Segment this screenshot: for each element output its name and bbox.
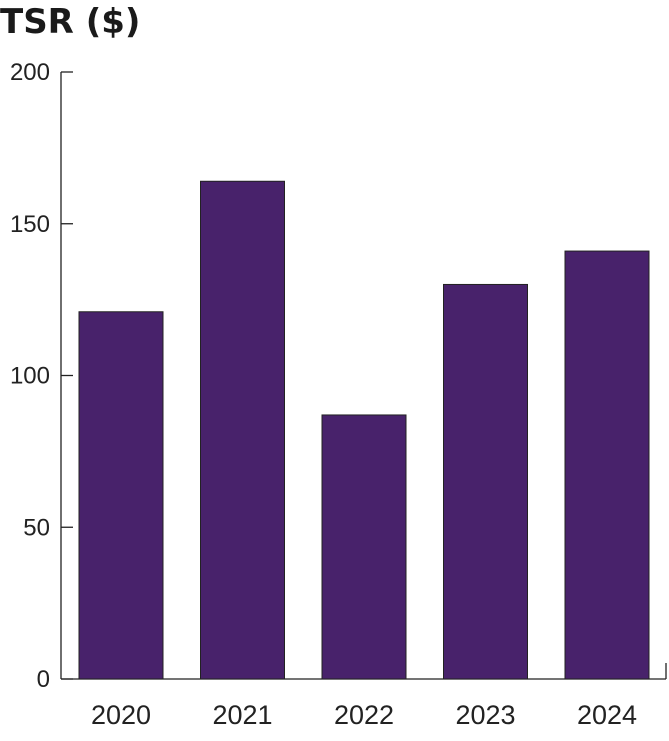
chart-labels: 0 50 100 150 200 2020 2021 2022 2023 2024 (10, 59, 637, 730)
y-tick-label: 100 (10, 363, 50, 390)
y-tick-label: 150 (10, 211, 50, 238)
chart-title: TSR ($) (0, 2, 141, 42)
bar-2024 (564, 250, 650, 680)
bar-2022 (321, 414, 407, 680)
x-tick-label: 2020 (91, 700, 151, 730)
y-tick-label: 200 (10, 59, 50, 86)
x-tick-label: 2024 (577, 700, 637, 730)
x-tick-label: 2021 (212, 700, 272, 730)
x-tick-label: 2022 (334, 700, 394, 730)
bar-2021 (200, 180, 285, 680)
x-tick-label: 2023 (455, 700, 515, 730)
bar-2023 (443, 283, 528, 680)
y-tick-label: 0 (37, 666, 50, 693)
chart-bars (78, 180, 650, 680)
y-tick-label: 50 (23, 514, 50, 541)
bar-2020 (78, 311, 164, 680)
